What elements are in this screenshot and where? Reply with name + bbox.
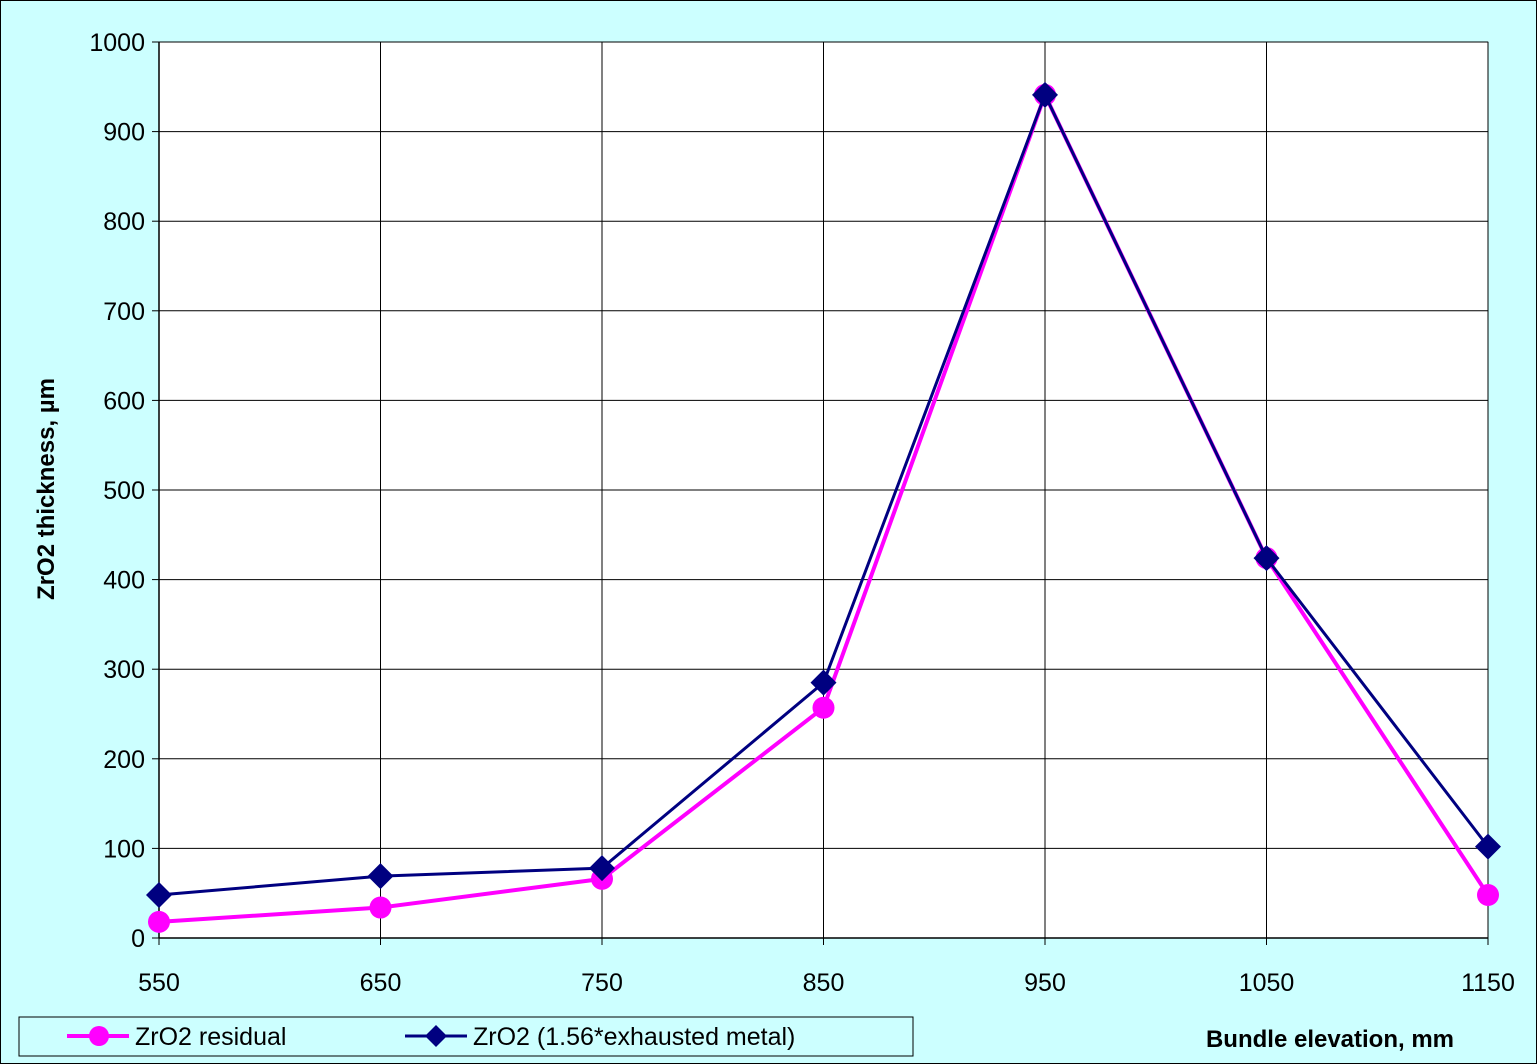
y-tick-label: 900 [103, 119, 145, 147]
gridlines [159, 41, 1489, 938]
series-exhausted [146, 81, 1501, 908]
x-tick-label: 1050 [1239, 969, 1295, 997]
x-tick-label: 550 [138, 969, 180, 997]
x-axis-title: Bundle elevation, mm [1206, 1026, 1454, 1053]
y-tick-label: 800 [103, 208, 145, 236]
data-point-circle [1477, 883, 1499, 906]
y-tick-label: 0 [131, 925, 145, 953]
x-tick-label: 1150 [1461, 969, 1515, 997]
data-point-diamond [810, 669, 837, 696]
data-point-diamond [1032, 81, 1058, 108]
y-tick-label: 400 [103, 567, 145, 595]
data-point-diamond [589, 855, 615, 882]
data-point-diamond [1253, 545, 1280, 572]
data-point-diamond [146, 881, 172, 908]
y-tick-label: 700 [103, 298, 145, 326]
axes: 0 100 200 300 400 500 600 700 800 900 1000 550 650 75… [89, 29, 1515, 997]
data-point-circle [148, 910, 170, 933]
legend: ZrO2 residual ZrO2 (1.56*exhausted metal… [18, 1016, 914, 1057]
legend-marker-diamond [425, 1025, 447, 1047]
legend-item-exhausted: ZrO2 (1.56*exhausted metal) [405, 1023, 795, 1051]
x-tick-label: 750 [581, 969, 623, 997]
data-point-circle [812, 696, 835, 719]
legend-marker-circle [89, 1026, 109, 1046]
x-tick-label: 650 [360, 969, 402, 997]
x-tick-label: 850 [803, 969, 845, 997]
y-tick-label: 200 [103, 746, 145, 774]
legend-label-exhausted: ZrO2 (1.56*exhausted metal) [473, 1023, 795, 1051]
series-layer [146, 81, 1501, 933]
data-point-circle [369, 896, 392, 919]
y-tick-label: 100 [103, 835, 145, 863]
legend-item-residual: ZrO2 residual [67, 1023, 286, 1051]
x-tick-label: 950 [1024, 969, 1066, 997]
y-axis-title: ZrO2 thickness, µm [33, 378, 60, 600]
data-point-diamond [1475, 833, 1501, 860]
data-point-diamond [367, 863, 394, 890]
y-tick-label: 600 [103, 387, 145, 415]
y-tick-label: 1000 [89, 29, 145, 57]
y-tick-label: 300 [103, 656, 145, 684]
y-tick-label: 500 [103, 477, 145, 505]
legend-label-residual: ZrO2 residual [135, 1023, 286, 1051]
